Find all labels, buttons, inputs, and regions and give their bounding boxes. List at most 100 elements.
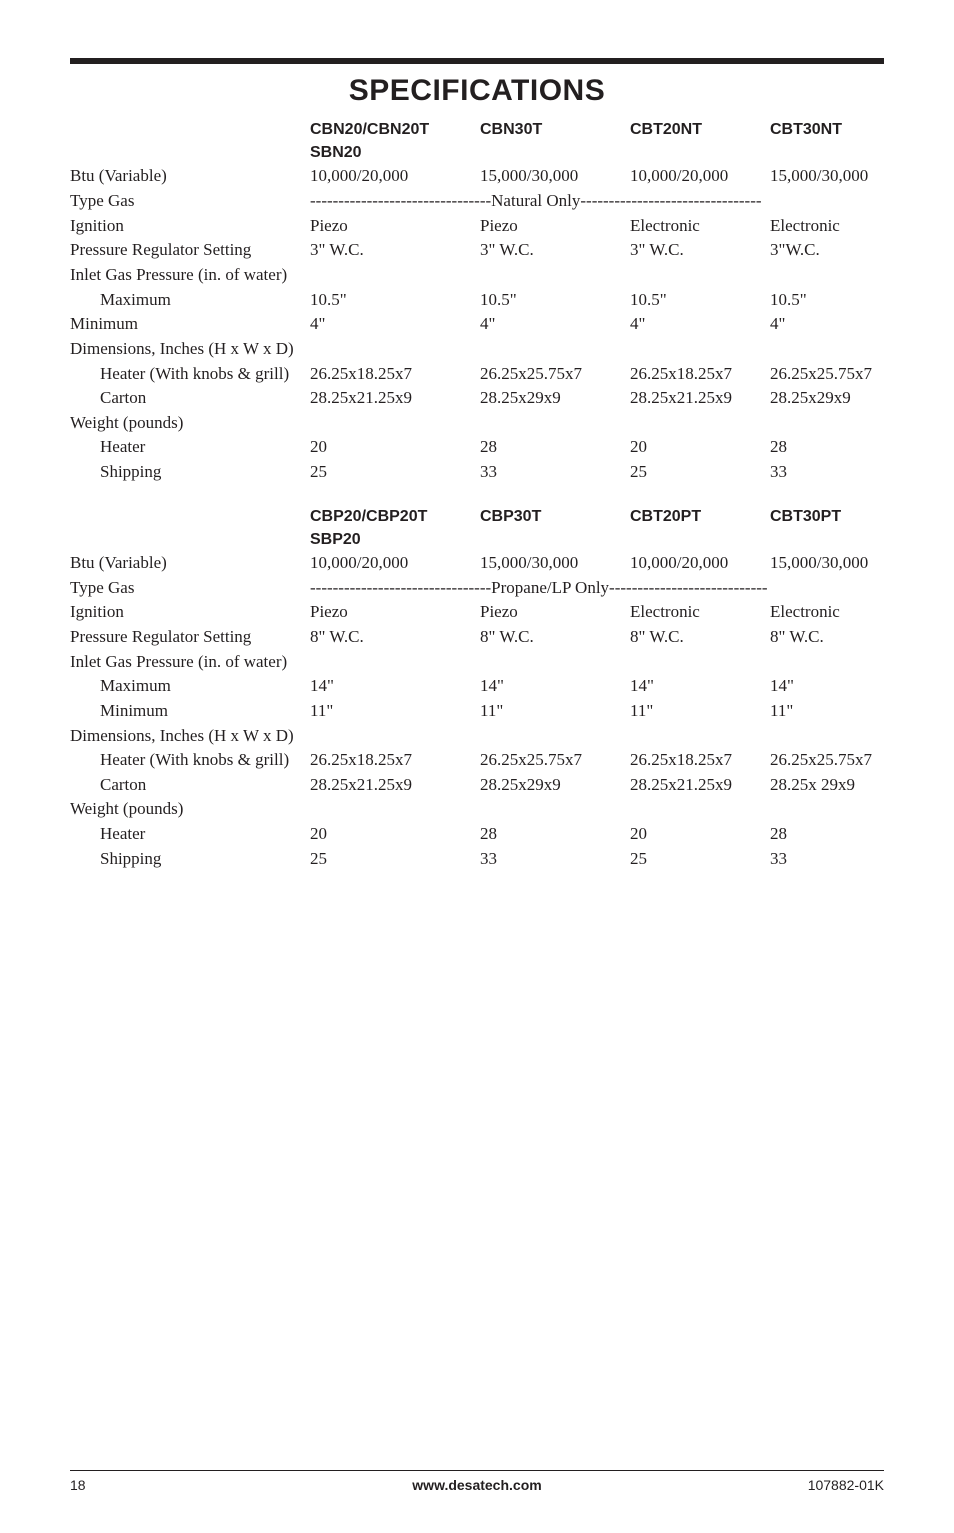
cell: 26.25x18.25x7 <box>310 748 480 773</box>
cell: 26.25x18.25x7 <box>630 748 770 773</box>
cell: 26.25x25.75x7 <box>770 748 884 773</box>
cell: 20 <box>630 435 770 460</box>
cell: 11" <box>770 699 884 724</box>
cell: 10.5" <box>770 288 884 313</box>
cell: 26.25x18.25x7 <box>310 362 480 387</box>
cell: 10,000/20,000 <box>310 164 480 189</box>
row-label: Shipping <box>70 847 310 872</box>
page-title: SPECIFICATIONS <box>70 74 884 108</box>
row-label: Heater <box>70 435 310 460</box>
col-header: CBT20NT <box>630 118 770 141</box>
cell: 14" <box>310 674 480 699</box>
row-label: Shipping <box>70 460 310 485</box>
cell: 10,000/20,000 <box>630 551 770 576</box>
cell: 10.5" <box>630 288 770 313</box>
table-row: Maximum 10.5" 10.5" 10.5" 10.5" <box>70 288 884 313</box>
cell: 15,000/30,000 <box>480 164 630 189</box>
col-header: CBN30T <box>480 118 630 141</box>
row-label: Heater (With knobs & grill) <box>70 748 310 773</box>
cell: 25 <box>630 460 770 485</box>
cell: 14" <box>770 674 884 699</box>
cell: 20 <box>310 435 480 460</box>
table-row: Shipping 25 33 25 33 <box>70 847 884 872</box>
cell: 4" <box>630 312 770 337</box>
cell: 15,000/30,000 <box>770 164 884 189</box>
cell: 28.25x29x9 <box>770 386 884 411</box>
row-label: Minimum <box>70 699 310 724</box>
table-header-row: CBP20/CBP20T CBP30T CBT20PT CBT30PT <box>70 505 884 528</box>
spec-table-natural: CBN20/CBN20T CBN30T CBT20NT CBT30NT SBN2… <box>70 118 884 871</box>
table-row: Ignition Piezo Piezo Electronic Electron… <box>70 600 884 625</box>
cell: 28.25x29x9 <box>480 773 630 798</box>
row-label: Type Gas <box>70 576 310 601</box>
cell: 28.25x21.25x9 <box>310 386 480 411</box>
footer-url: www.desatech.com <box>412 1477 541 1493</box>
cell: 3" W.C. <box>480 238 630 263</box>
cell: 28 <box>770 822 884 847</box>
cell: 25 <box>310 460 480 485</box>
table-row: Pressure Regulator Setting 8" W.C. 8" W.… <box>70 625 884 650</box>
row-label: Btu (Variable) <box>70 164 310 189</box>
row-label: Btu (Variable) <box>70 551 310 576</box>
cell: Electronic <box>630 214 770 239</box>
row-label: Heater (With knobs & grill) <box>70 362 310 387</box>
doc-number: 107882-01K <box>808 1477 884 1493</box>
row-label: Ignition <box>70 214 310 239</box>
cell: Piezo <box>480 214 630 239</box>
table-header-row: SBP20 <box>70 528 884 551</box>
table-row: Dimensions, Inches (H x W x D) <box>70 337 884 362</box>
col-header: CBT20PT <box>630 505 770 528</box>
row-label: Carton <box>70 773 310 798</box>
table-row: Dimensions, Inches (H x W x D) <box>70 724 884 749</box>
top-rule <box>70 58 884 64</box>
row-label: Type Gas <box>70 189 310 214</box>
col-header: CBT30PT <box>770 505 884 528</box>
cell: 10,000/20,000 <box>630 164 770 189</box>
table-row: Pressure Regulator Setting 3" W.C. 3" W.… <box>70 238 884 263</box>
cell: 20 <box>630 822 770 847</box>
cell: 28 <box>480 822 630 847</box>
cell: 33 <box>480 847 630 872</box>
table-row: Shipping 25 33 25 33 <box>70 460 884 485</box>
cell: 28.25x21.25x9 <box>310 773 480 798</box>
cell-span: --------------------------------Natural … <box>310 189 884 214</box>
cell: 10.5" <box>310 288 480 313</box>
row-label: Maximum <box>70 674 310 699</box>
cell: 15,000/30,000 <box>480 551 630 576</box>
cell: 10,000/20,000 <box>310 551 480 576</box>
cell: 11" <box>630 699 770 724</box>
table-row: Btu (Variable) 10,000/20,000 15,000/30,0… <box>70 551 884 576</box>
cell: 28 <box>480 435 630 460</box>
table-row: Inlet Gas Pressure (in. of water) <box>70 263 884 288</box>
table-row: Carton 28.25x21.25x9 28.25x29x9 28.25x21… <box>70 773 884 798</box>
cell: 14" <box>630 674 770 699</box>
page-number: 18 <box>70 1477 86 1493</box>
cell: 25 <box>630 847 770 872</box>
table-row: Type Gas -------------------------------… <box>70 576 884 601</box>
cell: 8" W.C. <box>310 625 480 650</box>
cell: 4" <box>310 312 480 337</box>
cell: Electronic <box>770 600 884 625</box>
col-header: CBP30T <box>480 505 630 528</box>
table-row: Heater (With knobs & grill) 26.25x18.25x… <box>70 362 884 387</box>
table-header-row: SBN20 <box>70 141 884 164</box>
col-header: CBN20/CBN20T <box>310 118 480 141</box>
table-row: Weight (pounds) <box>70 797 884 822</box>
cell: 8" W.C. <box>480 625 630 650</box>
cell: Electronic <box>770 214 884 239</box>
table-row: Minimum 4" 4" 4" 4" <box>70 312 884 337</box>
cell: 28.25x21.25x9 <box>630 386 770 411</box>
cell-span: --------------------------------Propane/… <box>310 576 884 601</box>
col-header: CBT30NT <box>770 118 884 141</box>
cell: 26.25x25.75x7 <box>480 362 630 387</box>
cell: 28 <box>770 435 884 460</box>
row-label: Inlet Gas Pressure (in. of water) <box>70 650 884 675</box>
table-row: Heater 20 28 20 28 <box>70 435 884 460</box>
cell: 26.25x25.75x7 <box>770 362 884 387</box>
cell: 33 <box>770 460 884 485</box>
cell: 14" <box>480 674 630 699</box>
cell: 33 <box>770 847 884 872</box>
cell: 10.5" <box>480 288 630 313</box>
cell: Piezo <box>310 214 480 239</box>
row-label: Heater <box>70 822 310 847</box>
